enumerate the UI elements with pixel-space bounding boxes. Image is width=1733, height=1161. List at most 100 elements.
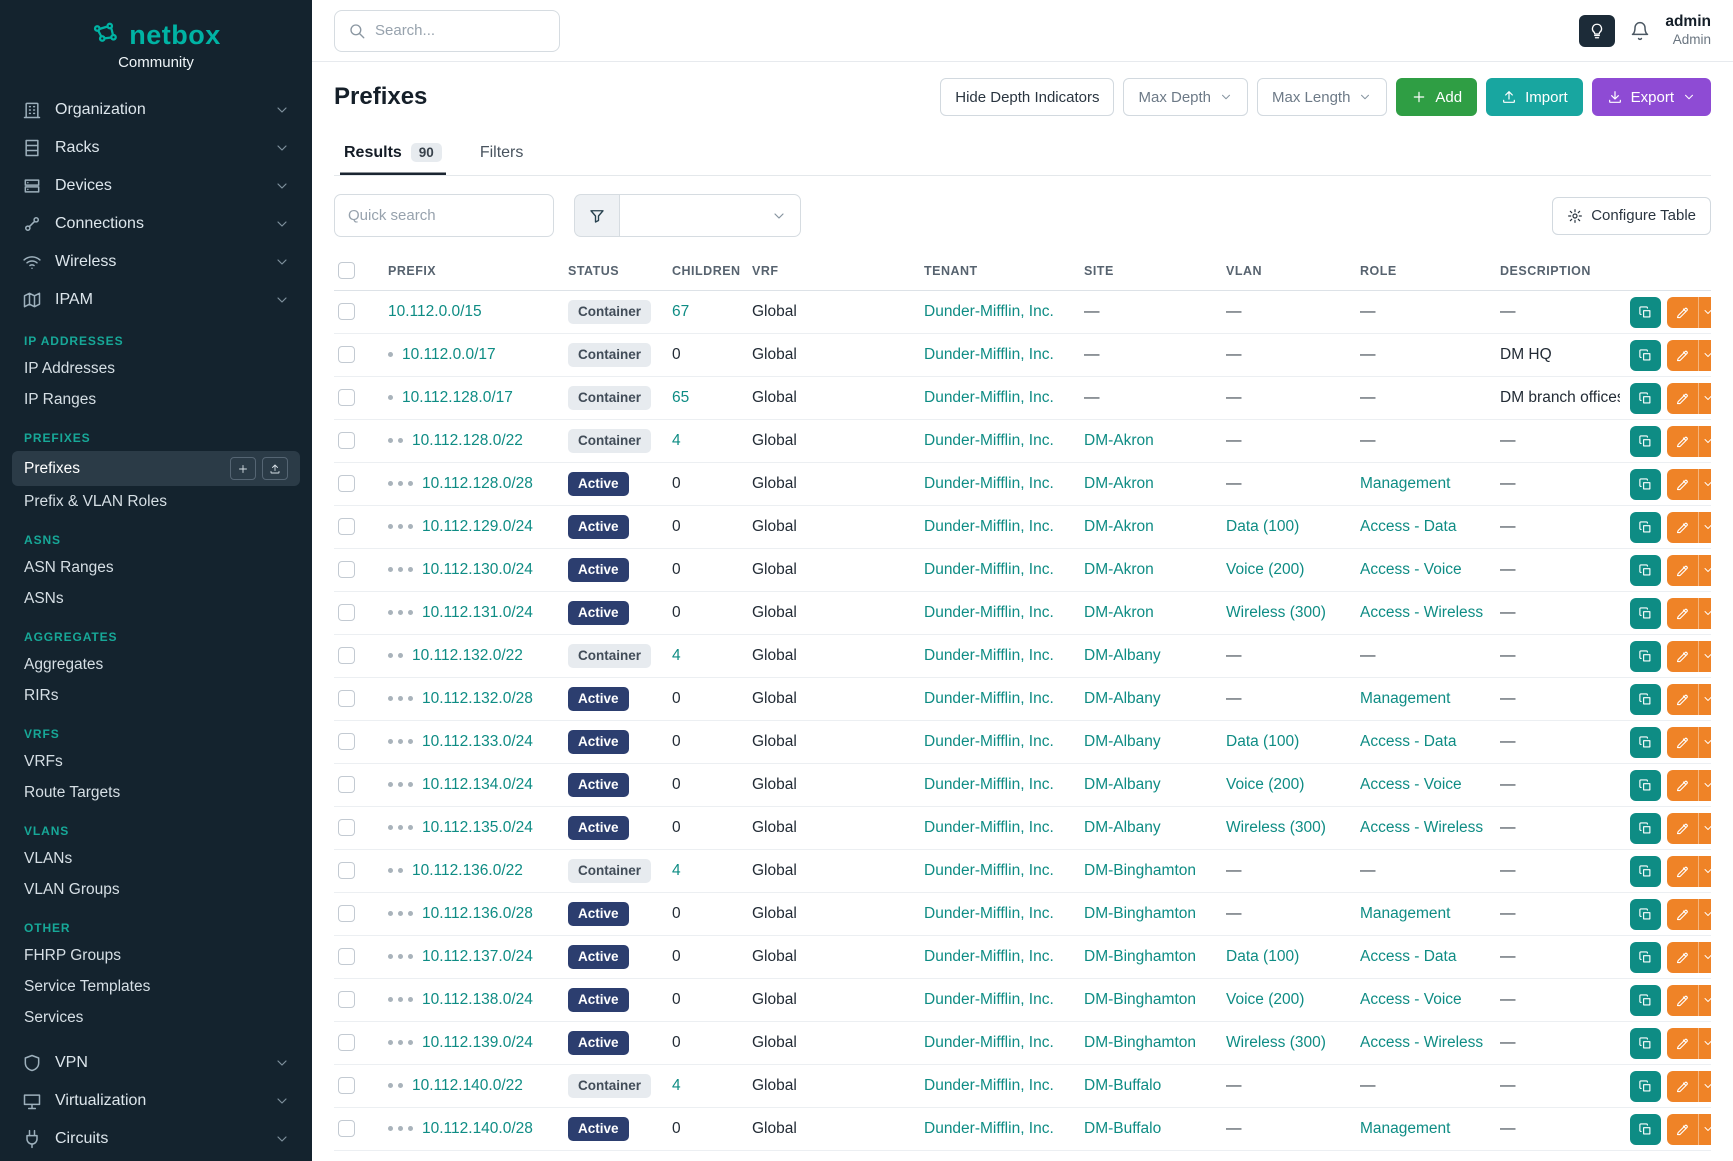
prefix-link[interactable]: 10.112.132.0/22: [412, 647, 523, 664]
role-link[interactable]: Access - Data: [1360, 518, 1456, 535]
max-length-dropdown[interactable]: Max Length: [1257, 78, 1387, 116]
role-link[interactable]: Access - Wireless: [1360, 604, 1483, 621]
sidebar-item-fhrp-groups[interactable]: FHRP Groups: [12, 941, 300, 971]
prefix-link[interactable]: 10.112.128.0/28: [422, 475, 533, 492]
edit-button[interactable]: [1667, 942, 1698, 973]
copy-button[interactable]: [1630, 512, 1661, 543]
tenant-link[interactable]: Dunder-Mifflin, Inc.: [924, 303, 1054, 320]
role-link[interactable]: Management: [1360, 690, 1450, 707]
row-checkbox[interactable]: [338, 1034, 355, 1051]
copy-button[interactable]: [1630, 297, 1661, 328]
edit-button[interactable]: [1667, 598, 1698, 629]
role-link[interactable]: Management: [1360, 1120, 1450, 1137]
site-link[interactable]: DM-Albany: [1084, 819, 1161, 836]
edit-dropdown-button[interactable]: [1698, 856, 1711, 887]
column-header-description[interactable]: DESCRIPTION: [1490, 251, 1620, 291]
sidebar-group-vpn[interactable]: VPN: [12, 1044, 300, 1082]
prefix-link[interactable]: 10.112.136.0/28: [422, 905, 533, 922]
site-link[interactable]: DM-Albany: [1084, 647, 1161, 664]
edit-dropdown-button[interactable]: [1698, 727, 1711, 758]
edit-button[interactable]: [1667, 856, 1698, 887]
vlan-link[interactable]: Voice (200): [1226, 561, 1304, 578]
site-link[interactable]: DM-Binghamton: [1084, 905, 1196, 922]
sidebar-item-ip-ranges[interactable]: IP Ranges: [12, 385, 300, 415]
edit-dropdown-button[interactable]: [1698, 942, 1711, 973]
tenant-link[interactable]: Dunder-Mifflin, Inc.: [924, 948, 1054, 965]
prefix-link[interactable]: 10.112.136.0/22: [412, 862, 523, 879]
sidebar-item-ip-addresses[interactable]: IP Addresses: [12, 354, 300, 384]
row-checkbox[interactable]: [338, 690, 355, 707]
user-menu[interactable]: admin Admin: [1665, 12, 1711, 48]
row-checkbox[interactable]: [338, 862, 355, 879]
tenant-link[interactable]: Dunder-Mifflin, Inc.: [924, 991, 1054, 1008]
global-search-input[interactable]: [375, 22, 546, 39]
vlan-link[interactable]: Wireless (300): [1226, 1034, 1326, 1051]
site-link[interactable]: DM-Buffalo: [1084, 1120, 1161, 1137]
sidebar-import-button[interactable]: [262, 457, 288, 480]
row-checkbox[interactable]: [338, 432, 355, 449]
vlan-link[interactable]: Voice (200): [1226, 776, 1304, 793]
edit-dropdown-button[interactable]: [1698, 297, 1711, 328]
sidebar-group-devices[interactable]: Devices: [12, 167, 300, 205]
row-checkbox[interactable]: [338, 819, 355, 836]
tab-results[interactable]: Results90: [340, 132, 446, 175]
vlan-link[interactable]: Wireless (300): [1226, 604, 1326, 621]
tenant-link[interactable]: Dunder-Mifflin, Inc.: [924, 604, 1054, 621]
edit-dropdown-button[interactable]: [1698, 469, 1711, 500]
edit-dropdown-button[interactable]: [1698, 1071, 1711, 1102]
select-all-checkbox[interactable]: [338, 262, 355, 279]
tenant-link[interactable]: Dunder-Mifflin, Inc.: [924, 819, 1054, 836]
children-count-link[interactable]: 67: [672, 303, 689, 320]
edit-button[interactable]: [1667, 684, 1698, 715]
column-header-site[interactable]: SITE: [1074, 251, 1216, 291]
sidebar-item-prefixes[interactable]: Prefixes: [12, 451, 300, 486]
edit-button[interactable]: [1667, 985, 1698, 1016]
hide-depth-indicators-button[interactable]: Hide Depth Indicators: [940, 78, 1114, 116]
tenant-link[interactable]: Dunder-Mifflin, Inc.: [924, 475, 1054, 492]
prefix-link[interactable]: 10.112.132.0/28: [422, 690, 533, 707]
edit-button[interactable]: [1667, 297, 1698, 328]
children-count-link[interactable]: 4: [672, 432, 681, 449]
prefix-link[interactable]: 10.112.0.0/15: [388, 303, 482, 320]
tenant-link[interactable]: Dunder-Mifflin, Inc.: [924, 690, 1054, 707]
prefix-link[interactable]: 10.112.138.0/24: [422, 991, 533, 1008]
site-link[interactable]: DM-Binghamton: [1084, 1034, 1196, 1051]
copy-button[interactable]: [1630, 555, 1661, 586]
sidebar-group-virtualization[interactable]: Virtualization: [12, 1082, 300, 1120]
prefix-link[interactable]: 10.112.135.0/24: [422, 819, 533, 836]
role-link[interactable]: Access - Data: [1360, 733, 1456, 750]
children-count-link[interactable]: 4: [672, 647, 681, 664]
row-checkbox[interactable]: [338, 776, 355, 793]
children-count-link[interactable]: 4: [672, 1077, 681, 1094]
edit-dropdown-button[interactable]: [1698, 598, 1711, 629]
row-checkbox[interactable]: [338, 389, 355, 406]
children-count-link[interactable]: 65: [672, 389, 689, 406]
sidebar-item-route-targets[interactable]: Route Targets: [12, 778, 300, 808]
sidebar-item-vlans[interactable]: VLANs: [12, 844, 300, 874]
column-header-status[interactable]: STATUS: [558, 251, 662, 291]
sidebar-item-vrfs[interactable]: VRFs: [12, 747, 300, 777]
export-button[interactable]: Export: [1592, 78, 1711, 116]
filter-button[interactable]: [574, 194, 619, 237]
column-header-tenant[interactable]: TENANT: [914, 251, 1074, 291]
row-checkbox[interactable]: [338, 475, 355, 492]
tenant-link[interactable]: Dunder-Mifflin, Inc.: [924, 776, 1054, 793]
copy-button[interactable]: [1630, 942, 1661, 973]
tenant-link[interactable]: Dunder-Mifflin, Inc.: [924, 905, 1054, 922]
edit-button[interactable]: [1667, 426, 1698, 457]
prefix-link[interactable]: 10.112.133.0/24: [422, 733, 533, 750]
row-checkbox[interactable]: [338, 647, 355, 664]
tenant-link[interactable]: Dunder-Mifflin, Inc.: [924, 1034, 1054, 1051]
edit-dropdown-button[interactable]: [1698, 899, 1711, 930]
site-link[interactable]: DM-Akron: [1084, 561, 1154, 578]
tenant-link[interactable]: Dunder-Mifflin, Inc.: [924, 432, 1054, 449]
copy-button[interactable]: [1630, 856, 1661, 887]
prefix-link[interactable]: 10.112.137.0/24: [422, 948, 533, 965]
row-checkbox[interactable]: [338, 1077, 355, 1094]
edit-button[interactable]: [1667, 727, 1698, 758]
copy-button[interactable]: [1630, 899, 1661, 930]
row-checkbox[interactable]: [338, 561, 355, 578]
edit-dropdown-button[interactable]: [1698, 985, 1711, 1016]
tenant-link[interactable]: Dunder-Mifflin, Inc.: [924, 647, 1054, 664]
sidebar-add-button[interactable]: [230, 457, 256, 480]
